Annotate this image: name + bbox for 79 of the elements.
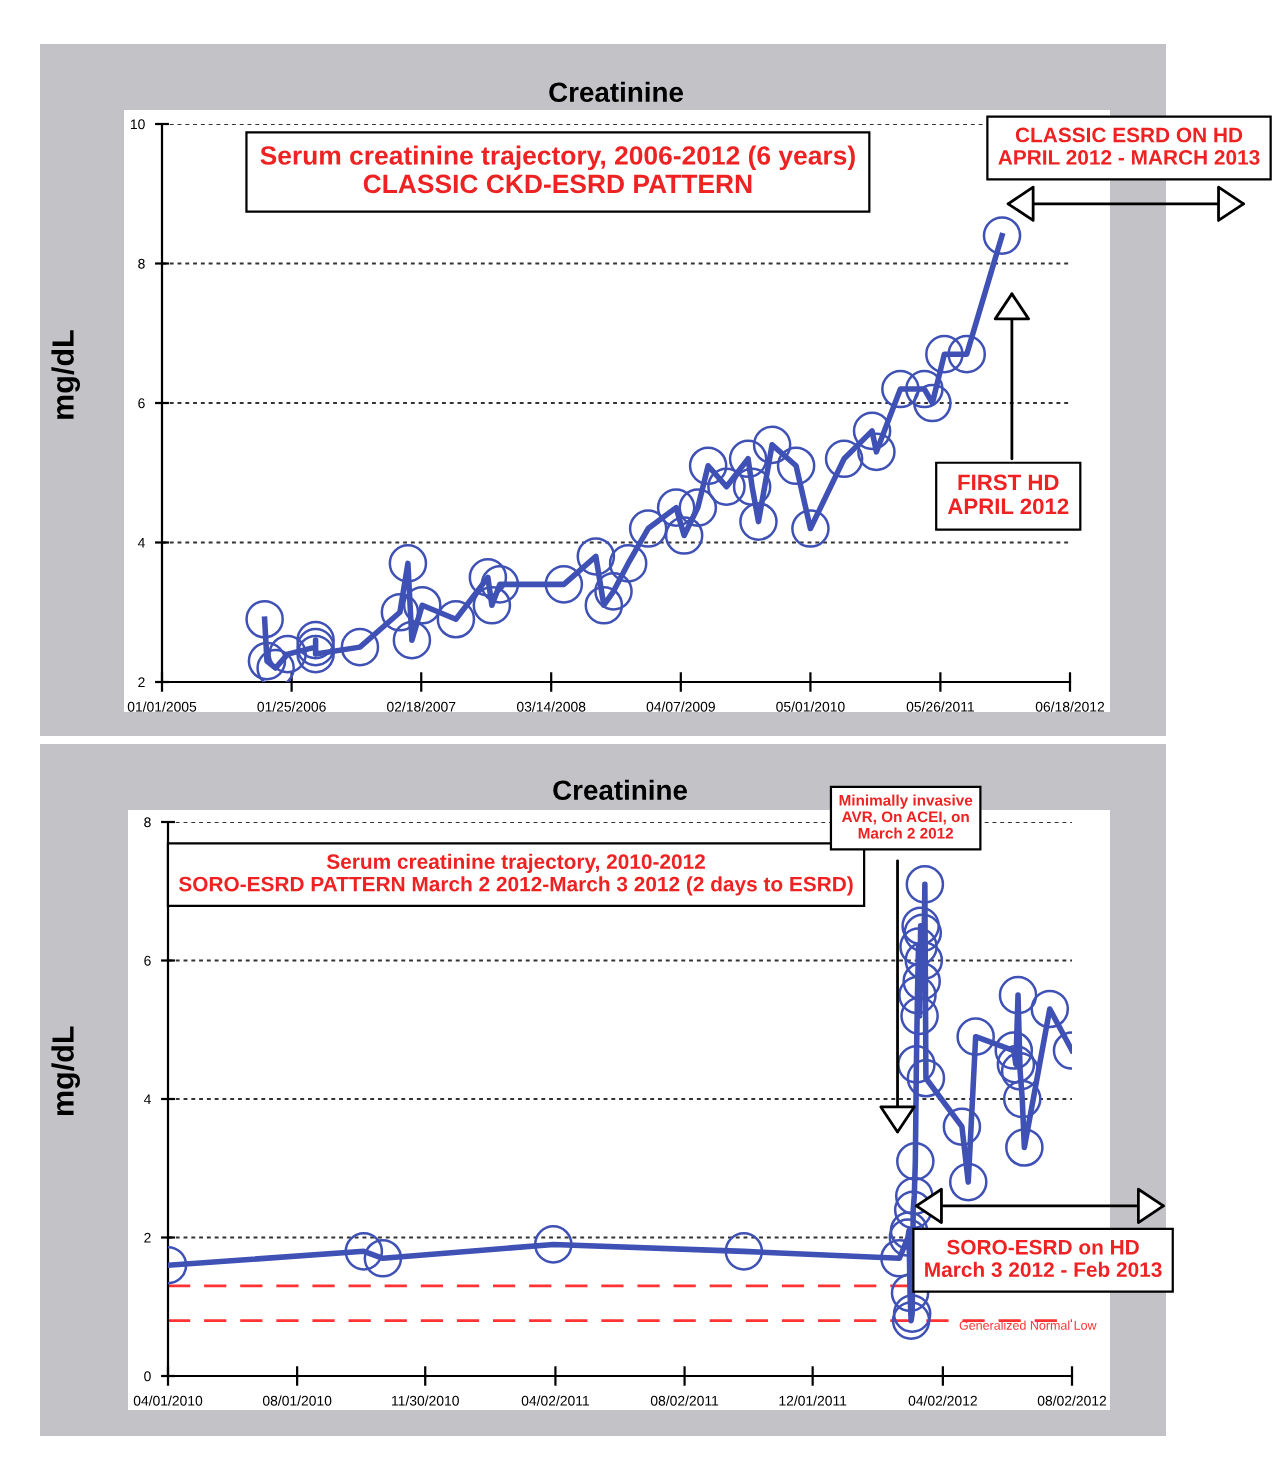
point [608,544,648,583]
point [899,927,938,966]
point [852,411,892,451]
point [472,585,512,625]
annotation: SORO-ESRD on HD March 3 2012 - Feb 2013 [925,1239,1162,1278]
point [388,544,428,583]
point [296,627,335,667]
point [247,641,287,681]
point [894,1176,934,1216]
annotation: Serum creatinine trajectory, 2006-2012 (6 years) CLASSIC CKD-ESRD PATTERN [260,145,855,194]
point [904,941,944,980]
chart-title: Creatinine [553,779,687,801]
point [678,488,718,527]
point [776,446,816,486]
point [296,634,335,674]
point [268,634,307,674]
point [380,592,420,632]
point [900,996,939,1036]
point [664,516,704,555]
point [732,467,772,507]
point [1005,1128,1044,1167]
point [468,558,508,597]
point [903,913,943,953]
point [1002,1079,1042,1119]
point [994,1031,1034,1070]
annotation: CLASSIC ESRD ON HD APRIL 2012 - MARCH 2013 [998,127,1260,165]
point [982,216,1022,255]
point [1030,989,1070,1029]
point [942,1107,982,1147]
point [896,1142,935,1181]
point [906,1058,946,1098]
point [881,369,920,409]
point [628,509,668,548]
point [898,975,937,1015]
point [724,1232,764,1271]
point [902,961,941,1001]
point [996,1045,1036,1084]
point [892,1294,932,1333]
point [901,906,940,946]
point [656,488,696,527]
point [905,865,945,904]
point [245,599,284,639]
point [436,599,476,639]
point [392,620,432,660]
point [998,975,1038,1015]
point [296,620,335,660]
point [947,334,987,374]
annotation: Serum creatinine trajectory, 2010-2012 SORO-ESRD PATTERN March 2 2012-March 3 2012 (2 days to ESRD) [178,853,853,896]
point [344,1232,384,1271]
point [739,502,778,541]
point [905,369,944,409]
point [534,1225,573,1264]
point [893,1190,933,1230]
annotation: FIRST HD APRIL 2012 [947,474,1069,515]
point [913,383,952,423]
point [584,585,624,625]
point [340,627,380,667]
y-axis-title: mg/dL [51,1026,80,1116]
y-axis-title: mg/dL [51,330,80,419]
point [857,432,896,472]
point [925,334,964,374]
point [1000,1051,1040,1091]
point [594,572,633,611]
point [891,1301,931,1340]
point [956,1017,995,1056]
point [363,1238,403,1278]
point [948,1162,988,1202]
point [544,565,584,604]
point [897,1045,936,1084]
point [688,446,728,486]
point [728,439,768,479]
point [791,509,830,548]
point [480,565,520,604]
point [707,467,746,507]
point [752,425,792,465]
point [402,585,442,625]
point [576,537,616,576]
chart-title: Creatinine [549,81,683,103]
point [824,439,864,479]
